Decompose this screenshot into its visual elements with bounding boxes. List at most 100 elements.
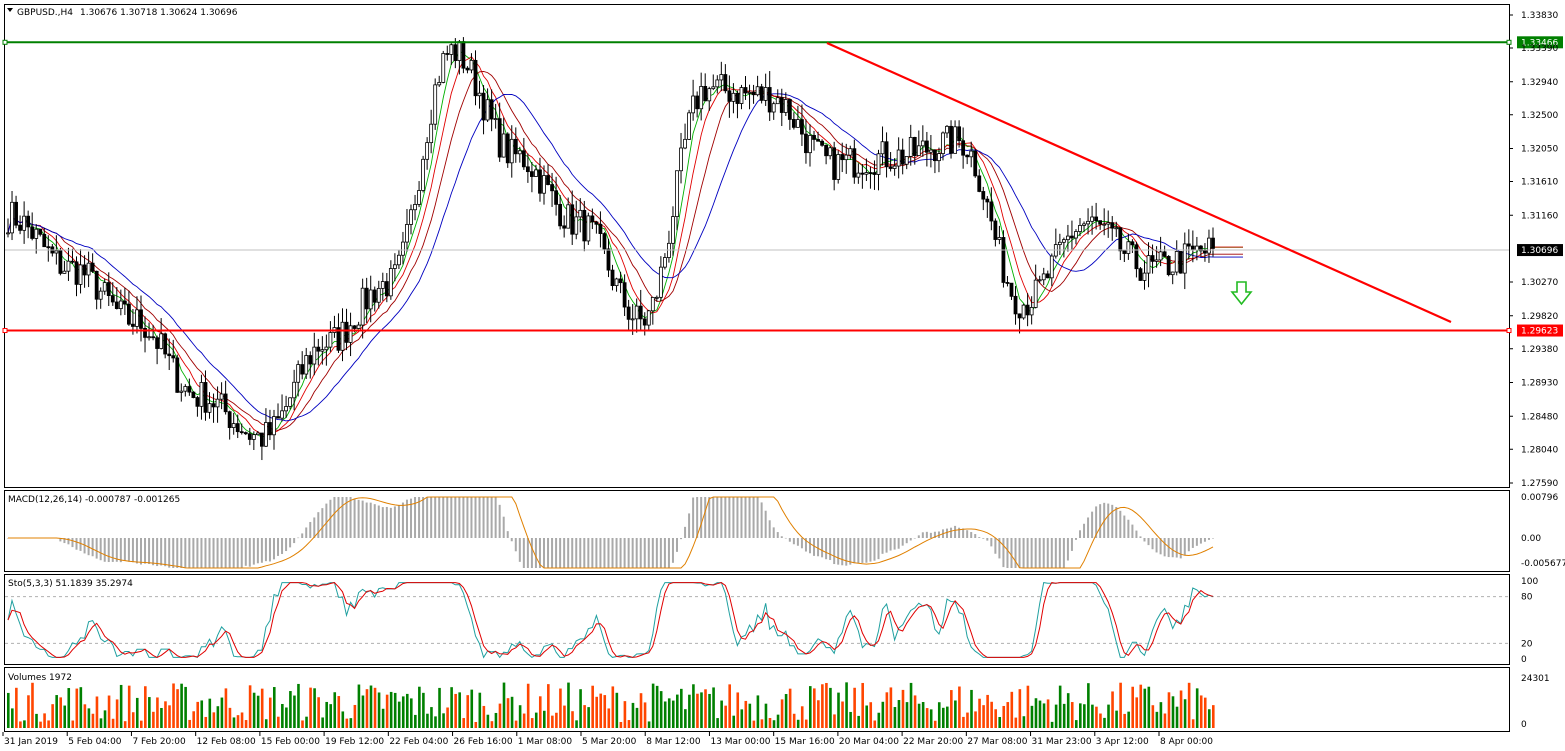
volume-bar: [301, 720, 304, 728]
macd-bar: [748, 497, 751, 538]
macd-bar: [144, 538, 147, 564]
volume-bar: [430, 707, 433, 728]
volume-bar: [804, 719, 808, 728]
volume-bar: [43, 713, 46, 728]
candle-body: [828, 147, 833, 157]
candle-body: [824, 144, 829, 157]
macd-bar: [990, 538, 993, 547]
candle-body: [74, 261, 79, 285]
macd-bar: [684, 526, 687, 538]
macd-bar: [490, 497, 493, 538]
volume-bar: [982, 705, 985, 728]
macd-bar: [829, 538, 832, 561]
volume-bar: [1203, 697, 1207, 728]
macd-bar: [430, 497, 433, 538]
volume-bar: [615, 692, 619, 728]
macd-bar: [1058, 538, 1061, 568]
support-handle[interactable]: [1506, 328, 1512, 334]
macd-bar: [289, 538, 292, 548]
volume-bar: [333, 692, 337, 728]
volume-bar: [67, 688, 71, 728]
macd-bar: [817, 538, 820, 557]
candle-body: [933, 149, 937, 162]
price-tick-label: 1.31160: [1521, 211, 1558, 221]
candle-body: [34, 228, 39, 239]
candle-body: [344, 321, 349, 343]
candle-body: [336, 327, 341, 351]
volume-bar: [1091, 704, 1094, 728]
candle-body: [836, 154, 841, 180]
candle-body: [654, 296, 659, 299]
volume-bar: [107, 695, 111, 728]
candle-body: [832, 147, 837, 180]
volume-bar: [325, 701, 328, 728]
volume-bar: [422, 692, 425, 728]
volume-bar: [305, 716, 308, 728]
candle-body: [912, 136, 917, 156]
candle-body: [1098, 220, 1103, 225]
candle-body: [586, 215, 591, 242]
candle-body: [525, 166, 530, 173]
volume-bar: [434, 716, 437, 728]
volume-bar: [607, 708, 611, 728]
candle-body: [868, 172, 873, 174]
candle-body: [1138, 268, 1143, 281]
candle-body: [429, 123, 434, 144]
macd-bar: [764, 510, 767, 538]
macd-bar: [861, 538, 864, 563]
candle-body: [598, 223, 603, 234]
candle-body: [646, 310, 651, 326]
macd-bar: [168, 538, 171, 568]
resistance-handle[interactable]: [1506, 39, 1512, 45]
macd-bar: [704, 497, 707, 538]
macd-bar: [950, 527, 953, 538]
resistance-handle[interactable]: [2, 39, 8, 45]
candle-body: [259, 432, 264, 447]
candle-body: [296, 364, 301, 383]
macd-bar: [1119, 510, 1122, 538]
macd-bar: [1159, 538, 1162, 555]
price-tick-label: 1.31610: [1521, 178, 1558, 188]
macd-bar: [1111, 504, 1114, 538]
volume-bar: [736, 692, 740, 728]
candle-body: [775, 97, 780, 105]
candle-body: [763, 87, 768, 101]
macd-bar: [397, 505, 400, 538]
volume-bar: [716, 718, 719, 728]
candle-body: [417, 190, 421, 205]
candle-body: [1142, 272, 1147, 281]
candle-body: [908, 136, 913, 157]
candle-body: [771, 103, 776, 113]
macd-bar: [825, 538, 828, 560]
candle-body: [683, 138, 687, 149]
candle-body: [268, 422, 272, 436]
macd-bar: [845, 538, 848, 566]
support-handle[interactable]: [2, 328, 8, 334]
volume-bar: [534, 712, 538, 728]
candle-body: [985, 198, 990, 203]
trend-line[interactable]: [826, 41, 1452, 324]
time-tick-label: 31 Jan 2019: [4, 737, 58, 747]
macd-bar: [212, 538, 215, 568]
macd-bar: [877, 538, 880, 560]
candle-body: [973, 150, 978, 177]
volume-bar: [1123, 713, 1126, 728]
candle-body: [928, 149, 933, 153]
volume-bar: [688, 694, 691, 728]
candle-body: [1154, 259, 1159, 262]
volume-bar: [23, 720, 26, 728]
candle-body: [618, 278, 623, 284]
volume-bar: [841, 701, 844, 728]
macd-bar: [873, 538, 876, 561]
candle-body: [691, 95, 696, 114]
candle-body: [94, 270, 99, 300]
volume-bar: [341, 711, 345, 728]
candle-body: [30, 226, 35, 239]
volume-bar: [127, 685, 131, 728]
candle-body: [658, 266, 663, 298]
macd-bar: [139, 538, 142, 565]
candle-body: [630, 318, 635, 321]
collapse-triangle-icon[interactable]: [7, 8, 13, 12]
macd-bar: [373, 504, 376, 538]
macd-bar: [518, 538, 521, 562]
